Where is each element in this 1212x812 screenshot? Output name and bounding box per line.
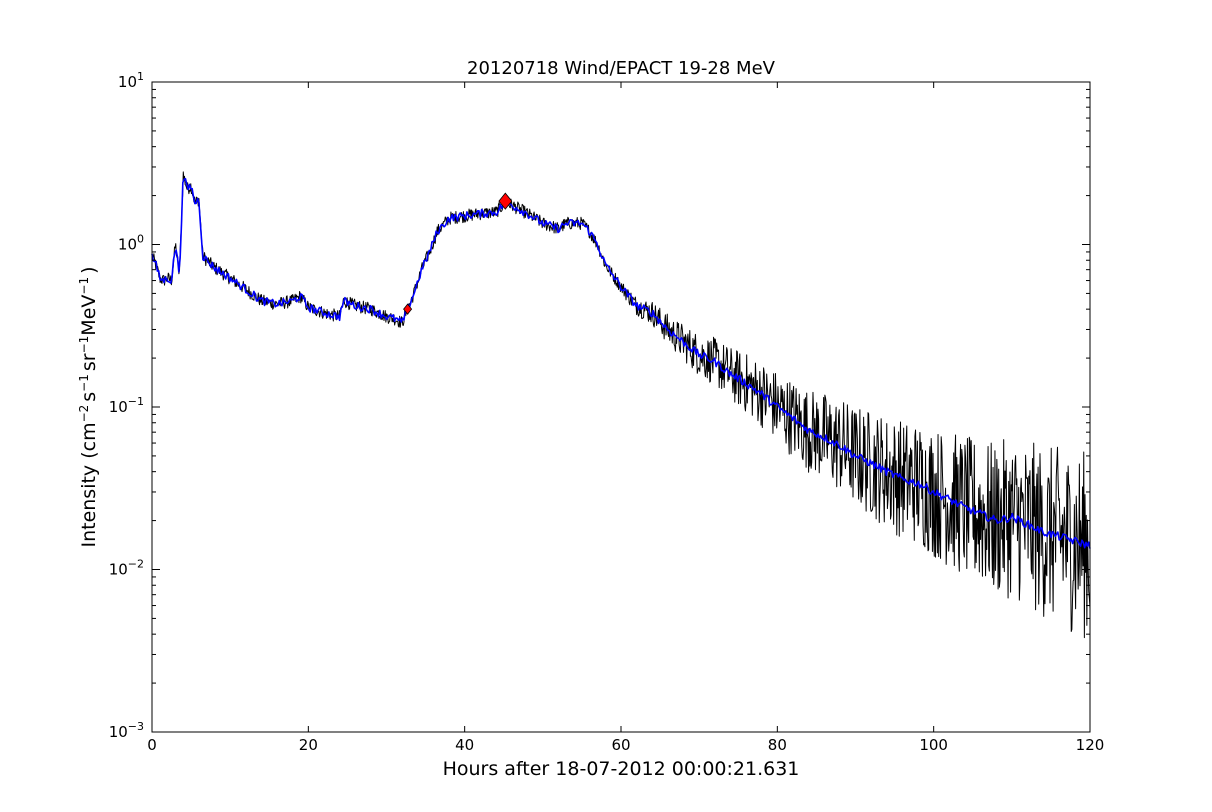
x-tick-label: 60	[611, 736, 630, 754]
x-tick-label: 80	[768, 736, 787, 754]
diamond-marker-2	[498, 192, 513, 210]
diamond-marker-1	[403, 303, 413, 315]
y-axis-label-unit: sr	[78, 353, 100, 371]
x-tick-label: 120	[1076, 736, 1105, 754]
y-axis-label-exp: −2	[77, 405, 91, 423]
y-axis-label-unit: MeV	[78, 295, 100, 336]
y-axis-label-suffix: )	[78, 266, 100, 273]
y-axis-label-unit: s	[78, 392, 100, 402]
plot-area	[151, 81, 1091, 733]
y-axis-label-exp: −1	[77, 277, 91, 295]
series-layer	[151, 171, 1091, 639]
plot-background	[152, 82, 1090, 732]
series-line-2	[151, 177, 1091, 549]
series-line-1	[151, 171, 1091, 639]
x-axis-label: Hours after 18-07-2012 00:00:21.631	[443, 758, 800, 780]
chart-title: 20120718 Wind/EPACT 19-28 MeV	[467, 58, 776, 79]
y-tick-label: 10−3	[109, 720, 144, 741]
y-tick-label: 100	[118, 233, 144, 254]
y-axis-label: Intensity (cm−2s−1sr−1MeV−1)	[77, 266, 100, 547]
y-tick-label: 10−1	[109, 395, 144, 416]
y-axis-label-exp: −1	[77, 374, 91, 392]
y-axis-label-exp: −1	[77, 336, 91, 354]
y-tick-label: 101	[118, 70, 144, 91]
x-tick-label: 100	[919, 736, 948, 754]
marker-layer	[403, 192, 513, 315]
x-tick-label: 0	[147, 736, 157, 754]
y-axis: 10−3 10−2 10−1 100 101	[109, 70, 1090, 741]
y-axis-label-prefix: Intensity (cm	[78, 422, 100, 547]
x-tick-label: 20	[299, 736, 318, 754]
x-tick-label: 40	[455, 736, 474, 754]
x-axis: 0 20 40 60 80 100 120	[147, 82, 1104, 754]
y-tick-label: 10−2	[109, 558, 144, 579]
